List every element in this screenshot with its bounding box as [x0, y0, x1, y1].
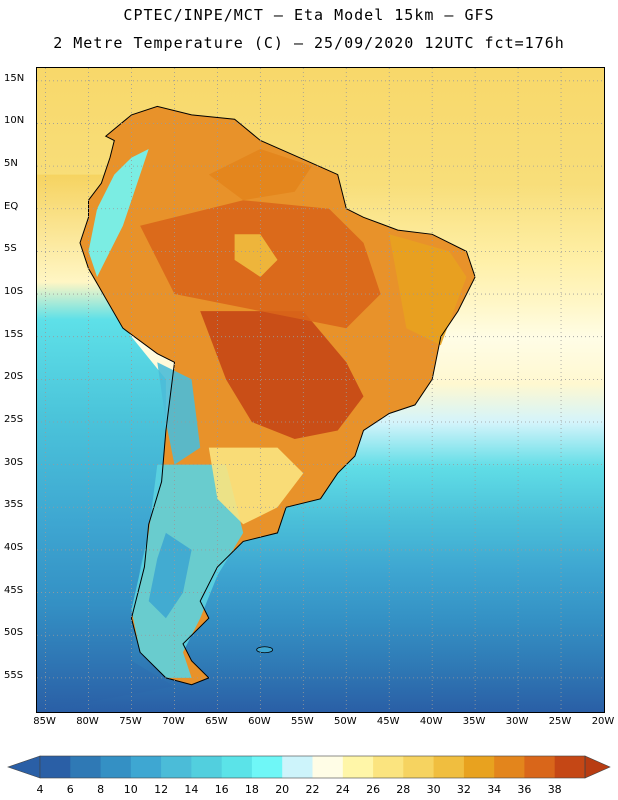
lon-label-85W: 85W [33, 716, 56, 727]
map-title-line2: 2 Metre Temperature (C) – 25/09/2020 12U… [53, 34, 565, 52]
graticule [37, 68, 604, 712]
lat-label-15S: 15S [4, 328, 24, 340]
map-title-line1: CPTEC/INPE/MCT – Eta Model 15km – GFS [123, 6, 495, 24]
lat-label-35S: 35S [4, 499, 24, 511]
colorbar-swatch [251, 756, 283, 778]
coastline [79, 105, 476, 686]
colorbar-swatch [524, 756, 556, 778]
lat-label-40S: 40S [4, 541, 24, 553]
andes-north-cold [88, 149, 149, 277]
colorbar-label-10: 10 [123, 783, 138, 796]
lon-label-50W: 50W [333, 716, 357, 727]
lon-label-80W: 80W [76, 716, 99, 727]
lat-label-55S: 55S [4, 669, 24, 681]
lon-label-55W: 55W [290, 716, 314, 727]
colorbar-swatch [494, 756, 525, 778]
colorbar-swatch [130, 756, 162, 778]
colorbar [7, 755, 611, 779]
colorbar-label-8: 8 [97, 783, 105, 796]
colorbar-swatch [312, 756, 344, 778]
colorbar-swatch [161, 756, 192, 778]
colorbar-label-6: 6 [66, 783, 74, 796]
lat-label-EQ: EQ [4, 200, 19, 212]
brazil-hot-core [200, 311, 364, 439]
colorbar-high-arrow [584, 755, 611, 779]
colorbar-label-14: 14 [184, 783, 199, 796]
colorbar-swatch [463, 756, 495, 778]
lat-label-45S: 45S [4, 584, 24, 596]
andes-cold [157, 362, 201, 465]
guiana-warm [208, 149, 312, 201]
lat-label-20S: 20S [4, 371, 24, 383]
lon-label-30W: 30W [505, 716, 529, 727]
colorbar-swatch [221, 756, 253, 778]
lon-label-45W: 45W [376, 716, 400, 727]
colorbar-low-arrow [7, 755, 41, 779]
lon-label-35W: 35W [462, 716, 486, 727]
lat-label-10N: 10N [4, 115, 25, 127]
lon-label-70W: 70W [162, 716, 185, 727]
colorbar-label-22: 22 [305, 783, 320, 796]
colorbar-label-30: 30 [426, 783, 441, 796]
colorbar-swatch [100, 756, 132, 778]
colorbar-label-26: 26 [366, 783, 381, 796]
argentina-warm [208, 447, 304, 525]
colorbar-label-32: 32 [456, 783, 471, 796]
colorbar-swatch [554, 756, 586, 778]
colorbar-border [39, 755, 586, 779]
lon-label-65W: 65W [205, 716, 228, 727]
colorbar-swatch [433, 756, 465, 778]
colorbar-swatch [342, 756, 374, 778]
colorbar-swatch [191, 756, 223, 778]
lon-label-40W: 40W [419, 716, 443, 727]
colorbar-label-28: 28 [396, 783, 411, 796]
lat-label-5S: 5S [4, 243, 17, 255]
lon-label-75W: 75W [119, 716, 142, 727]
colorbar-label-18: 18 [244, 783, 259, 796]
colorbar-swatch [282, 756, 313, 778]
lat-label-5N: 5N [4, 158, 18, 170]
colorbar-label-12: 12 [154, 783, 169, 796]
lat-label-25S: 25S [4, 414, 24, 425]
colorbar-label-20: 20 [275, 783, 290, 796]
falklands [256, 646, 274, 654]
pacific-field [37, 174, 175, 712]
lat-label-30S: 30S [4, 456, 24, 468]
lat-label-15N: 15N [4, 72, 25, 84]
lat-label-10S: 10S [4, 286, 24, 297]
colorbar-label-16: 16 [214, 783, 229, 796]
lat-label-50S: 50S [4, 627, 24, 639]
temperature-map [36, 67, 605, 713]
colorbar-swatch [373, 756, 404, 778]
colorbar-swatch [40, 756, 71, 778]
colorbar-label-34: 34 [487, 783, 502, 796]
colorbar-label-36: 36 [517, 783, 532, 796]
lon-label-25W: 25W [548, 716, 572, 727]
continent-field [79, 105, 476, 686]
lon-label-20W: 20W [591, 716, 615, 727]
colorbar-label-4: 4 [36, 783, 44, 796]
lon-label-60W: 60W [248, 716, 271, 727]
colorbar-label-38: 38 [547, 783, 562, 796]
nordeste-warm [389, 234, 467, 346]
highlands-mild [234, 234, 278, 277]
colorbar-swatch [70, 756, 102, 778]
southern-cone-cold [131, 464, 244, 678]
colorbar-label-24: 24 [335, 783, 350, 796]
patagonia-mid [148, 532, 192, 619]
colorbar-swatch [403, 756, 435, 778]
